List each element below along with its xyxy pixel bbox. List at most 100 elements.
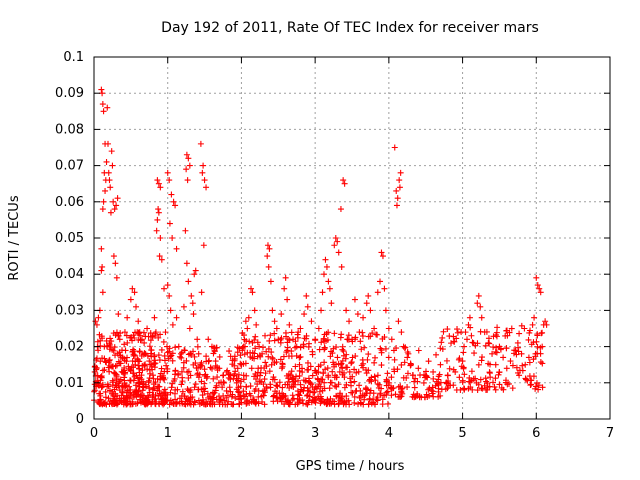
data-point	[351, 296, 358, 303]
data-point	[294, 395, 301, 402]
data-point	[130, 332, 137, 339]
data-point	[310, 389, 317, 396]
data-point	[346, 368, 353, 375]
data-point	[141, 339, 148, 346]
data-point	[169, 235, 176, 241]
data-point	[289, 376, 296, 383]
data-point	[108, 148, 115, 155]
data-point	[461, 343, 468, 350]
data-point	[97, 390, 104, 397]
data-point	[100, 400, 107, 407]
data-point	[390, 347, 397, 354]
data-point	[336, 368, 343, 375]
data-point	[207, 395, 214, 402]
data-point	[399, 390, 406, 397]
data-point	[121, 357, 128, 364]
data-point	[93, 321, 100, 328]
data-point	[516, 330, 523, 337]
data-point	[252, 370, 259, 377]
data-point	[530, 356, 537, 363]
data-point	[161, 368, 168, 375]
data-point	[167, 389, 174, 396]
data-point	[288, 368, 295, 375]
data-point	[322, 256, 329, 263]
data-point	[416, 393, 423, 400]
data-point	[509, 385, 516, 392]
data-point	[294, 400, 301, 407]
data-point	[268, 349, 275, 356]
data-point	[245, 314, 252, 321]
data-point	[454, 326, 461, 333]
data-point	[211, 345, 218, 352]
data-point	[396, 184, 403, 191]
data-point	[473, 379, 480, 386]
data-point	[224, 367, 231, 374]
data-point	[139, 383, 146, 390]
data-point	[503, 327, 510, 334]
data-point	[261, 389, 268, 396]
data-point	[477, 303, 484, 310]
data-point	[423, 391, 430, 398]
data-point	[174, 386, 181, 393]
data-point	[325, 374, 332, 381]
data-point	[97, 374, 104, 381]
data-point	[166, 345, 173, 352]
data-point	[230, 375, 237, 382]
data-point	[160, 401, 167, 408]
data-point	[127, 296, 134, 303]
data-point	[336, 392, 343, 399]
data-point	[456, 374, 463, 381]
data-point	[104, 104, 111, 111]
data-point	[341, 374, 348, 381]
data-point	[516, 372, 523, 379]
data-point	[98, 374, 105, 381]
data-point	[404, 354, 411, 361]
data-point	[444, 326, 451, 333]
data-point	[169, 399, 176, 406]
data-point	[357, 400, 364, 407]
data-point	[173, 314, 180, 321]
data-point	[531, 314, 538, 321]
data-point	[246, 400, 253, 407]
data-point	[115, 332, 122, 339]
data-point	[326, 285, 333, 292]
data-point	[146, 366, 153, 373]
data-point	[433, 351, 440, 358]
data-point	[121, 374, 128, 381]
data-point	[292, 338, 299, 345]
data-point	[519, 362, 526, 369]
data-point	[367, 307, 374, 314]
data-point	[169, 321, 176, 328]
data-point	[303, 400, 310, 407]
data-point	[351, 366, 358, 373]
x-tick-label: 5	[458, 426, 466, 441]
data-point	[398, 329, 405, 336]
data-point	[102, 187, 109, 194]
data-point	[443, 379, 450, 386]
data-point	[185, 155, 192, 162]
data-point	[266, 337, 273, 344]
data-point	[131, 373, 138, 380]
data-point	[405, 350, 412, 357]
data-point	[201, 366, 208, 373]
data-point	[430, 375, 437, 382]
data-point	[347, 379, 354, 386]
data-point	[409, 372, 416, 379]
data-point	[370, 390, 377, 397]
data-point	[443, 357, 450, 364]
x-tick-label: 6	[532, 426, 540, 441]
data-point	[273, 382, 280, 389]
data-point	[197, 361, 204, 368]
data-point	[140, 380, 147, 387]
data-point	[150, 391, 157, 398]
data-point	[328, 300, 335, 307]
data-point	[378, 362, 385, 369]
data-point	[444, 385, 451, 392]
data-point	[108, 363, 115, 370]
data-point	[339, 346, 346, 353]
data-point	[255, 400, 262, 407]
data-point	[106, 357, 113, 364]
data-point	[528, 377, 535, 384]
data-point	[179, 388, 186, 395]
data-point	[141, 350, 148, 357]
